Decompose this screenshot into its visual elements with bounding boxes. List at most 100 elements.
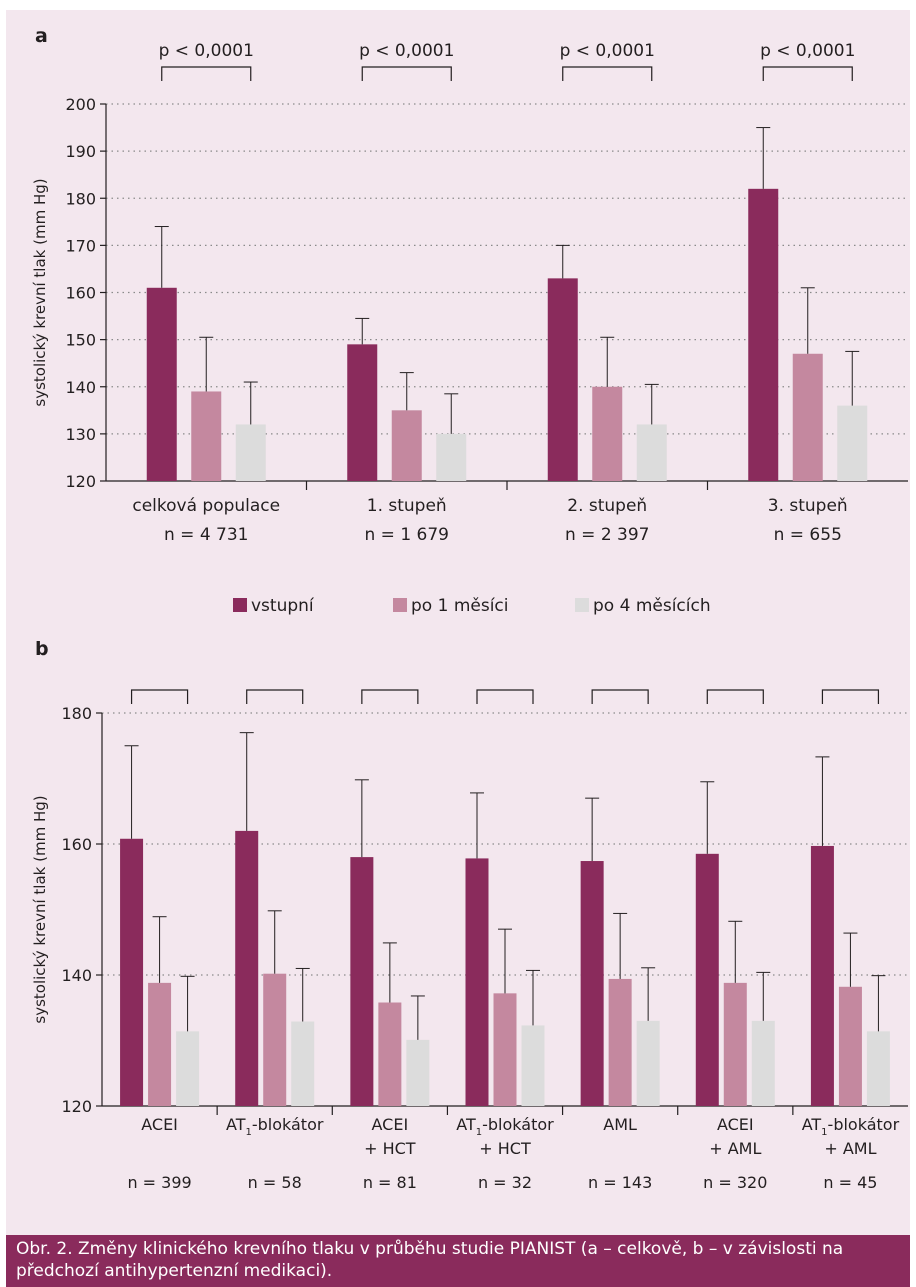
category-label-suffix: -blokátor [252,1115,324,1134]
category-n: n = 81 [363,1173,417,1192]
category-label-line2: + HCT [479,1139,531,1158]
y-tick-label: 180 [65,189,96,208]
bar-vstupni [465,858,489,1106]
significance-label: p < 0,0001 [159,41,254,61]
bar-po-1-mesici [263,973,287,1106]
bar-po-1-mesici [191,391,222,481]
y-axis-title: systolický krevní tlak (mm Hg) [31,178,49,406]
category-label-suffix: -blokátor [482,1115,554,1134]
bar-vstupni [350,857,374,1106]
legend-swatch [393,598,407,612]
y-tick-label: 140 [61,966,92,985]
legend: vstupní po 1 měsíci po 4 měsících [233,596,711,616]
significance-bracket [821,689,880,704]
bar-po-1-mesici [792,353,823,481]
bar-po-1-mesici [378,1002,402,1106]
category-label: AT1-blokátor [802,1115,900,1138]
figure-caption: Obr. 2. Změny klinického krevního tlaku … [6,1235,910,1287]
bar-po-4-mesicich [751,1020,775,1106]
significance-bracket [562,66,653,81]
category-label-line2: + AML [824,1139,876,1158]
category-label: 1. stupeň [367,496,447,516]
category-n: n = 2 397 [565,525,650,545]
category-label-text: AML [603,1115,637,1134]
chart-a: a 120 130 140 150 160 170 180 190 200 systolický k… [31,25,908,545]
category-label: AT1-blokátor [226,1115,324,1138]
significance-label: p < 0,0001 [560,41,655,61]
category-n: n = 45 [823,1173,877,1192]
significance-bracket [361,66,452,81]
y-tick-label: 140 [65,378,96,397]
category-n: n = 655 [774,525,842,545]
category-label-line2: + HCT [364,1139,416,1158]
bar-vstupni [347,344,378,481]
y-tick-label: 120 [61,1097,92,1116]
bar-po-4-mesicich [837,405,868,481]
bar-vstupni [748,188,779,481]
bar-vstupni [235,830,259,1106]
significance-bracket [161,66,252,81]
y-tick-label: 160 [65,284,96,303]
category-label: ACEI [141,1115,178,1134]
bar-po-1-mesici [391,410,422,481]
bar-po-4-mesicich [406,1039,430,1106]
significance-bracket [476,689,534,704]
bar-po-4-mesicich [176,1031,200,1106]
category-label: 3. stupeň [768,496,848,516]
category-label: AT1-blokátor [456,1115,554,1138]
category-label: 2. stupeň [567,496,647,516]
category-label-subscript: 1 [821,1127,827,1138]
legend-swatch [233,598,247,612]
bar-po-4-mesicich [866,1031,890,1106]
bar-po-4-mesicich [436,433,467,481]
y-axis-title: systolický krevní tlak (mm Hg) [31,795,49,1023]
y-tick-label: 190 [65,142,96,161]
bar-po-1-mesici [608,978,632,1106]
bar-po-4-mesicich [521,1025,545,1106]
category-n: n = 320 [703,1173,767,1192]
bar-vstupni [547,278,578,481]
category-label-text: ACEI [717,1115,754,1134]
significance-bracket [246,689,304,704]
y-tick-label: 120 [65,472,96,491]
category-label-subscript: 1 [476,1127,482,1138]
category-label: ACEI [372,1115,409,1134]
bar-po-1-mesici [838,986,862,1106]
category-label-text: ACEI [372,1115,409,1134]
category-label-text: AT [226,1115,246,1134]
bar-po-1-mesici [493,993,517,1106]
bar-po-4-mesicich [636,424,667,481]
bar-po-1-mesici [148,982,172,1106]
legend-swatch [575,598,589,612]
significance-bracket [591,689,649,704]
y-tick-label: 180 [61,704,92,723]
bar-vstupni [580,861,604,1106]
category-n: n = 143 [588,1173,652,1192]
charts-canvas: a 120 130 140 150 160 170 180 190 200 systolický k… [31,25,908,1192]
category-label-text: AT [802,1115,822,1134]
significance-bracket [361,689,419,704]
category-n: n = 399 [127,1173,191,1192]
bar-po-1-mesici [723,982,747,1106]
category-label: ACEI [717,1115,754,1134]
category-n: n = 1 679 [365,525,450,545]
legend-label: po 1 měsíci [411,596,508,616]
category-n: n = 4 731 [164,525,249,545]
significance-bracket [130,689,189,704]
category-n: n = 58 [248,1173,302,1192]
significance-bracket [762,66,853,81]
category-label-subscript: 1 [245,1127,251,1138]
category-label-suffix: -blokátor [828,1115,900,1134]
category-label-text: AT [456,1115,476,1134]
y-tick-label: 200 [65,95,96,114]
bar-po-4-mesicich [235,424,266,481]
y-tick-label: 130 [65,425,96,444]
significance-bracket [706,689,764,704]
bar-vstupni [695,853,719,1106]
significance-label: p < 0,0001 [760,41,855,61]
category-label: celková populace [132,496,280,516]
bar-vstupni [120,838,144,1106]
chart-b: b 120 140 160 180 systolický krevní tlak (mm … [31,638,908,1192]
panel-label-a: a [35,25,48,47]
y-tick-label: 170 [65,236,96,255]
